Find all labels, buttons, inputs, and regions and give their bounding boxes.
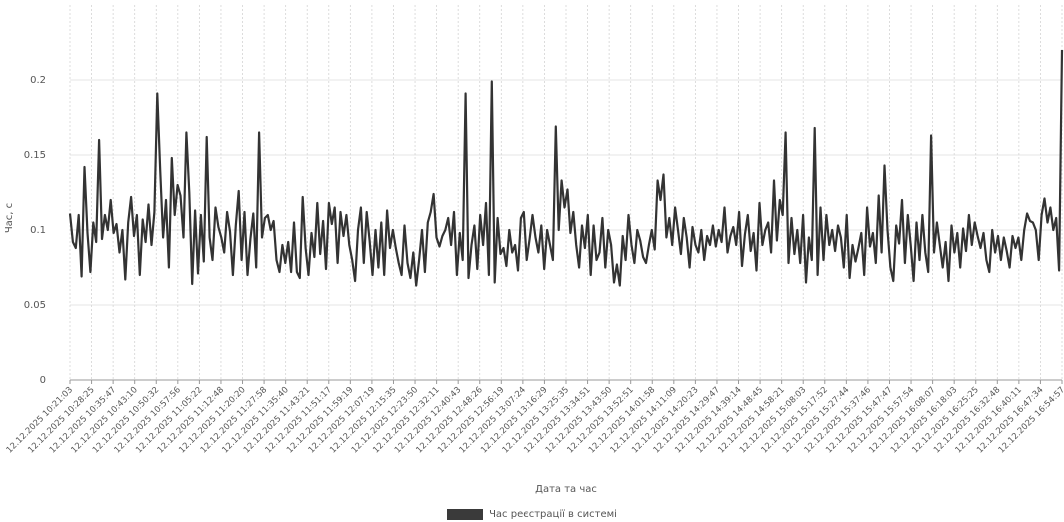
y-tick-label: 0.2	[30, 75, 46, 86]
grid	[69, 5, 1063, 381]
x-axis-title: Дата та час	[535, 484, 597, 495]
legend: Час реєстрації в системі	[0, 506, 1064, 522]
y-tick-label: 0.1	[30, 225, 46, 236]
legend-swatch	[447, 508, 484, 520]
y-axis: 0 0.05 0.1 0.15 0.2	[24, 75, 46, 386]
y-axis-title: Час, с	[4, 203, 15, 233]
series-layer	[68, 49, 1064, 287]
legend-label: Час реєстрації в системі	[489, 508, 617, 520]
y-tick-label: 0.15	[24, 150, 46, 161]
y-tick-label: 0	[40, 375, 46, 386]
series-line	[68, 49, 1064, 287]
y-tick-label: 0.05	[24, 300, 46, 311]
